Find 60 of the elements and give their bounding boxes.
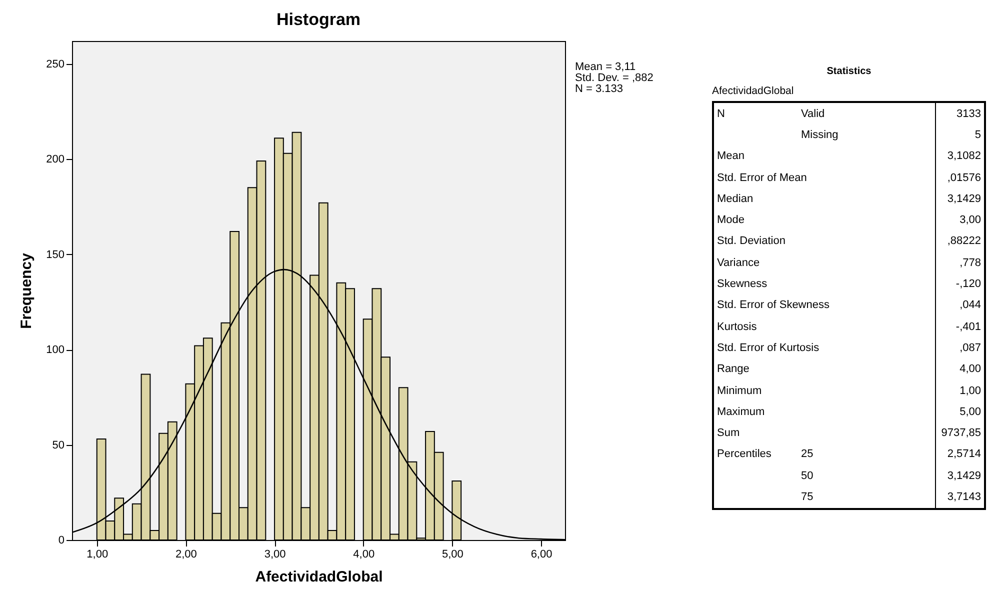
text: Std. Dev. = ,882	[575, 72, 654, 84]
text: Skewness	[717, 278, 768, 290]
text: 50	[801, 470, 814, 482]
text: Mode	[717, 214, 745, 226]
text: ,778	[960, 256, 981, 269]
text: 1,00	[960, 384, 981, 396]
text: -,120	[956, 278, 981, 290]
text: Kurtosis	[717, 320, 757, 333]
y-tick-label: 50	[52, 439, 64, 452]
text: ,044	[960, 299, 981, 312]
x-tick-label: 2,00	[175, 548, 197, 560]
text: 5,00	[960, 406, 981, 418]
text: 3,00	[960, 214, 981, 226]
text: Median	[717, 192, 754, 205]
text: Variance	[717, 256, 760, 269]
text: ,01576	[947, 172, 981, 184]
text: 75	[801, 490, 814, 503]
x-tick-label: 3,00	[264, 548, 286, 560]
y-tick-label: 0	[58, 534, 64, 546]
text: ,087	[960, 342, 981, 354]
text: 3,1429	[947, 470, 981, 482]
text: Statistics	[826, 66, 872, 77]
x-axis-title: AfectividadGlobal	[255, 568, 383, 586]
text: 5	[974, 128, 981, 141]
text: Minimum	[717, 384, 762, 396]
text: N	[717, 108, 725, 120]
text: N = 3.133	[575, 83, 624, 95]
text: 25	[801, 448, 814, 460]
x-tick-label: 6,00	[530, 548, 552, 560]
y-tick-label: 150	[46, 248, 64, 261]
y-tick-label: 200	[46, 154, 64, 166]
text: Mean	[717, 150, 745, 162]
text: Valid	[801, 108, 825, 120]
y-tick-label: 250	[46, 58, 64, 70]
text: 3,1429	[947, 192, 981, 205]
y-tick-label: 100	[46, 344, 64, 356]
text: 4,00	[960, 363, 981, 376]
text: 3,1082	[947, 150, 981, 162]
text: Maximum	[717, 406, 765, 418]
text: Sum	[717, 427, 740, 440]
text: Percentiles	[717, 448, 772, 460]
x-tick-label: 4,00	[353, 548, 375, 560]
text: AfectividadGlobal	[712, 85, 795, 97]
x-tick-label: 5,00	[442, 548, 464, 560]
text: -,401	[956, 320, 981, 333]
text: 2,5714	[947, 448, 981, 460]
text: 9737,85	[941, 427, 981, 440]
chart-title: Histogram	[276, 10, 361, 29]
text: 3133	[956, 108, 981, 120]
text: Missing	[801, 128, 838, 141]
x-tick-label: 1,00	[86, 548, 108, 560]
text: Std. Error of Mean	[717, 172, 807, 184]
text: Mean = 3,11	[575, 61, 636, 73]
text: 3,7143	[947, 490, 981, 503]
text: Std. Error of Skewness	[717, 299, 830, 312]
text: ,88222	[947, 235, 981, 248]
text: Std. Error of Kurtosis	[717, 342, 820, 354]
y-axis-title: Frequency	[18, 252, 36, 329]
text: Std. Deviation	[717, 235, 786, 248]
text: Range	[717, 363, 750, 376]
